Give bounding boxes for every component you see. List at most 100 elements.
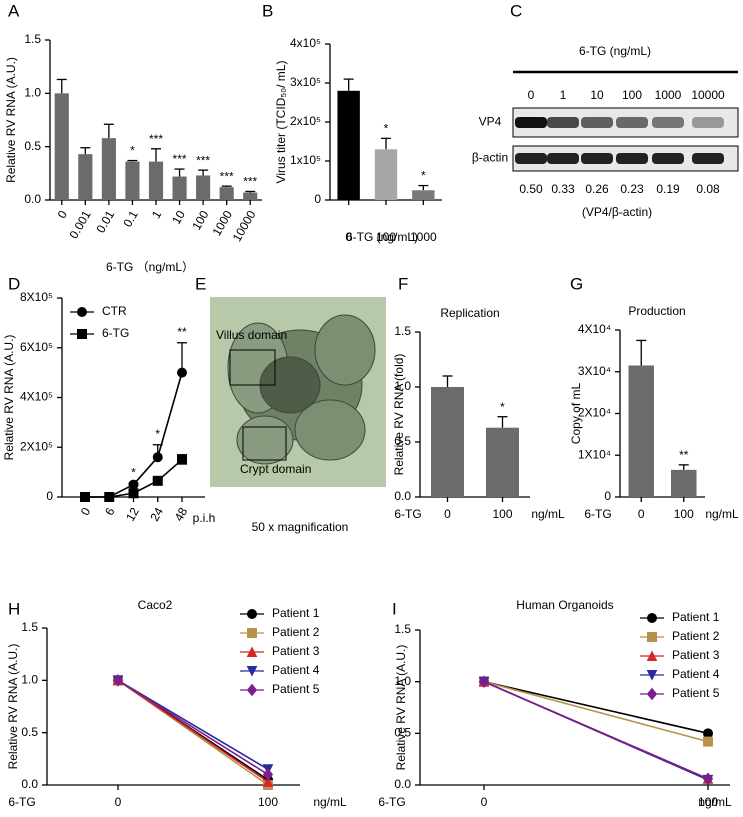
panel-letter: D: [8, 274, 20, 293]
x-axis-label: 6-TG: [584, 507, 611, 521]
x-tick-label: 24: [147, 505, 166, 524]
vp4-band: [692, 117, 724, 128]
marker: [246, 683, 258, 697]
x-tick-label: 0.1: [120, 208, 141, 230]
chart-title: Human Organoids: [516, 598, 613, 612]
significance: ***: [220, 169, 234, 183]
x-tick-label: 100: [674, 507, 694, 521]
x-tick-label: 100: [258, 795, 278, 809]
x-tick-label: 1000: [410, 230, 437, 244]
marker: [77, 307, 87, 317]
bar: [54, 93, 69, 200]
vp4-band: [581, 117, 613, 128]
legend-label: Patient 5: [672, 686, 720, 700]
significance: *: [155, 427, 160, 441]
marker: [246, 646, 258, 657]
line: [117, 679, 269, 783]
y-axis-label: Relative RV RNA (A.U.): [394, 645, 408, 771]
x-axis-label: 6-TG: [8, 795, 35, 809]
y-tick-label: 2X10⁴: [578, 406, 611, 420]
y-tick-label: 1.5: [24, 32, 41, 46]
significance: **: [177, 325, 187, 339]
x-tick-label: 12: [123, 505, 142, 524]
marker: [128, 479, 139, 490]
y-tick-label: 4x10⁵: [290, 36, 321, 50]
marker: [152, 475, 163, 486]
x-tick-label: 100: [492, 507, 512, 521]
y-tick-label: 4X10⁵: [20, 390, 53, 404]
marker: [177, 454, 187, 465]
y-tick-label: 0.5: [24, 139, 41, 153]
x-tick-label: 1: [149, 208, 165, 221]
villus-box: [229, 349, 276, 386]
marker: [646, 670, 658, 681]
organoid: [314, 314, 376, 386]
marker: [262, 768, 274, 781]
x-tick-label: 0: [481, 795, 488, 809]
chart-title: Production: [628, 304, 685, 318]
y-tick-label: 2X10⁵: [20, 439, 53, 453]
actin-band: [692, 153, 724, 164]
line: [483, 680, 709, 780]
y-tick-label: 0.0: [394, 777, 411, 791]
ratio-label: 0.26: [585, 182, 609, 196]
panel-letter: I: [392, 599, 397, 618]
ratio-label: 0.50: [519, 182, 543, 196]
y-tick-label: 0.5: [394, 726, 411, 740]
x-axis-label: 6-TG: [394, 507, 421, 521]
marker: [128, 488, 139, 499]
x-tick-label: 100: [376, 230, 396, 244]
y-tick-label: 1x10⁵: [290, 153, 321, 167]
bar: [486, 427, 519, 497]
x-tick-label: 0: [115, 795, 122, 809]
actin-band: [515, 153, 547, 164]
x-tick-label: 0: [345, 230, 352, 244]
x-tick-label: 0: [638, 507, 645, 521]
crypt-box: [242, 426, 287, 461]
legend-label: Patient 5: [272, 682, 320, 696]
lane-label: 1000: [655, 88, 682, 102]
row-label: VP4: [479, 115, 502, 129]
significance: ***: [173, 152, 187, 166]
bar: [78, 154, 93, 200]
x-axis-label: 6-TG （ng/mL）: [106, 260, 194, 274]
y-axis-label: Relative RV RNA (A.U.): [4, 57, 18, 183]
lane-label: 0: [528, 88, 535, 102]
bar: [219, 187, 234, 200]
legend-label: Patient 3: [272, 644, 320, 658]
line: [117, 679, 269, 776]
bar: [243, 192, 258, 200]
y-axis-label: Relative RV RNA (fold): [392, 354, 406, 476]
y-tick-label: 6X10⁵: [20, 340, 53, 354]
y-axis-label: Copy of mL: [569, 382, 583, 444]
y-tick-label: 0.0: [21, 777, 38, 791]
line: [483, 680, 709, 743]
y-tick-label: 0.0: [24, 192, 41, 206]
bar: [172, 176, 187, 200]
y-tick-label: 1.0: [24, 86, 41, 100]
significance: ***: [196, 153, 210, 167]
marker: [112, 674, 124, 687]
y-tick-label: 0.5: [394, 434, 411, 448]
y-axis-label: Relative RV RNA (A.U.): [2, 335, 16, 461]
panel-letter: B: [262, 1, 273, 20]
vp4-band: [547, 117, 579, 128]
x-tick-label: 48: [172, 505, 191, 524]
y-tick-label: 1X10⁴: [578, 447, 611, 461]
legend-label: Patient 2: [272, 625, 320, 639]
organoid: [236, 415, 294, 465]
significance: **: [679, 448, 689, 462]
actin-band: [547, 153, 579, 164]
legend-label: 6-TG: [102, 326, 129, 340]
legend-label: Patient 1: [272, 606, 320, 620]
x-tick-label: 100: [698, 795, 718, 809]
organoid: [294, 399, 366, 461]
y-tick-label: 3X10⁴: [578, 364, 611, 378]
legend-label: Patient 4: [272, 663, 320, 677]
legend-label: Patient 2: [672, 629, 720, 643]
x-unit: ng/mL: [705, 507, 739, 521]
x-tick-label: 100: [189, 208, 211, 233]
y-axis-label: Relative RV RNA (A.U.): [6, 644, 20, 770]
ratio-label: 0.08: [696, 182, 720, 196]
